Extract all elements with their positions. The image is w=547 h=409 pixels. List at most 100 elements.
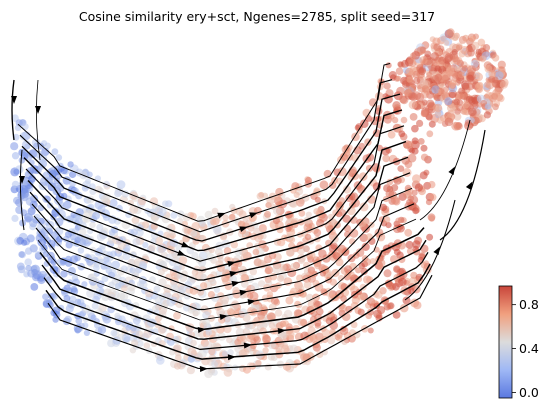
streamline	[17, 63, 391, 222]
scatter-point	[259, 327, 267, 336]
scatter-point	[350, 321, 358, 329]
scatter-point	[46, 202, 54, 209]
scatter-point	[475, 48, 482, 55]
scatter-point	[278, 331, 287, 340]
scatter-point	[491, 76, 499, 84]
scatter-point	[131, 339, 139, 347]
scatter-point	[258, 280, 266, 288]
scatter-point	[26, 234, 35, 243]
scatter-point	[330, 219, 338, 226]
scatter-point	[117, 241, 126, 250]
scatter-point	[296, 274, 304, 282]
scatter-point	[253, 258, 263, 268]
scatter-point	[51, 208, 60, 217]
scatter-point	[434, 110, 442, 117]
scatter-point	[395, 217, 402, 224]
scatter-point	[379, 203, 387, 212]
scatter-point	[86, 171, 93, 178]
scatter-point	[65, 241, 73, 249]
scatter-point	[79, 239, 87, 246]
scatter-point	[342, 185, 352, 194]
scatter-point	[13, 168, 20, 175]
scatter-point	[262, 334, 271, 344]
scatter-point	[116, 180, 126, 190]
scatter-point	[451, 54, 459, 63]
scatter-point	[252, 248, 260, 256]
scatter-point	[249, 342, 257, 350]
scatter-point	[264, 363, 272, 371]
scatter-point	[441, 74, 449, 82]
scatter-point	[256, 192, 264, 200]
streamline-arrow	[11, 96, 17, 104]
scatter-point	[202, 346, 210, 354]
scatter-point	[388, 113, 395, 120]
scatter-point	[321, 328, 331, 338]
scatter-point	[410, 298, 420, 308]
scatter-point	[417, 138, 425, 145]
streamline-arrow	[247, 299, 256, 306]
scatter-point	[469, 35, 476, 43]
scatter-point	[199, 219, 206, 227]
scatter-point	[455, 104, 464, 112]
scatter-point	[186, 366, 195, 375]
scatter-point	[153, 285, 161, 293]
scatter-point	[34, 251, 42, 258]
scatter-point	[270, 296, 279, 305]
scatter-point	[426, 99, 435, 108]
scatter-point	[344, 231, 351, 238]
streamline	[33, 187, 413, 301]
scatter-point	[337, 274, 345, 282]
scatter-point	[157, 247, 164, 254]
scatter-point	[157, 325, 166, 334]
scatter-point	[200, 282, 208, 290]
scatter-point	[355, 248, 365, 257]
scatter-point	[424, 50, 432, 58]
scatter-point	[216, 307, 226, 317]
scatter-point	[433, 43, 441, 51]
scatter-point	[174, 272, 181, 279]
scatter-point	[143, 342, 151, 349]
scatter-point	[137, 340, 144, 347]
scatter-point	[344, 271, 352, 279]
streamline	[23, 109, 403, 252]
scatter-point	[492, 91, 500, 100]
scatter-point	[327, 310, 335, 318]
streamline	[419, 119, 471, 221]
scatter-point	[47, 239, 56, 248]
scatter-point	[419, 171, 428, 180]
scatter-point	[65, 304, 74, 313]
scatter-point	[182, 213, 191, 222]
scatter-point	[410, 271, 418, 279]
scatter-point	[358, 218, 367, 228]
scatter-point	[279, 263, 287, 271]
scatter-point	[232, 286, 240, 294]
scatter-point	[387, 130, 396, 139]
scatter-point	[411, 124, 419, 133]
scatter-point	[296, 198, 305, 207]
scatter-point	[474, 71, 481, 78]
scatter-point	[67, 161, 74, 168]
scatter-point	[191, 221, 201, 231]
scatter-point	[83, 329, 90, 336]
scatter-point	[92, 211, 100, 220]
scatter-point	[111, 260, 120, 270]
scatter-point	[208, 348, 216, 356]
scatter-point	[202, 318, 211, 327]
scatter-point	[407, 153, 417, 163]
scatter-point	[313, 228, 322, 237]
scatter-point	[204, 369, 213, 379]
scatter-point	[195, 256, 203, 264]
scatter-point	[392, 197, 401, 206]
scatter-point	[316, 256, 323, 263]
scatter-point	[60, 270, 68, 278]
scatter-point	[91, 302, 99, 310]
scatter-point	[297, 256, 305, 265]
scatter-point	[419, 56, 428, 65]
scatter-point	[101, 275, 109, 283]
scatter-point	[148, 244, 156, 252]
scatter-point	[300, 331, 310, 341]
scatter-point	[357, 308, 365, 316]
scatter-point	[191, 230, 198, 237]
scatter-point	[488, 70, 497, 78]
scatter-point	[479, 55, 487, 63]
